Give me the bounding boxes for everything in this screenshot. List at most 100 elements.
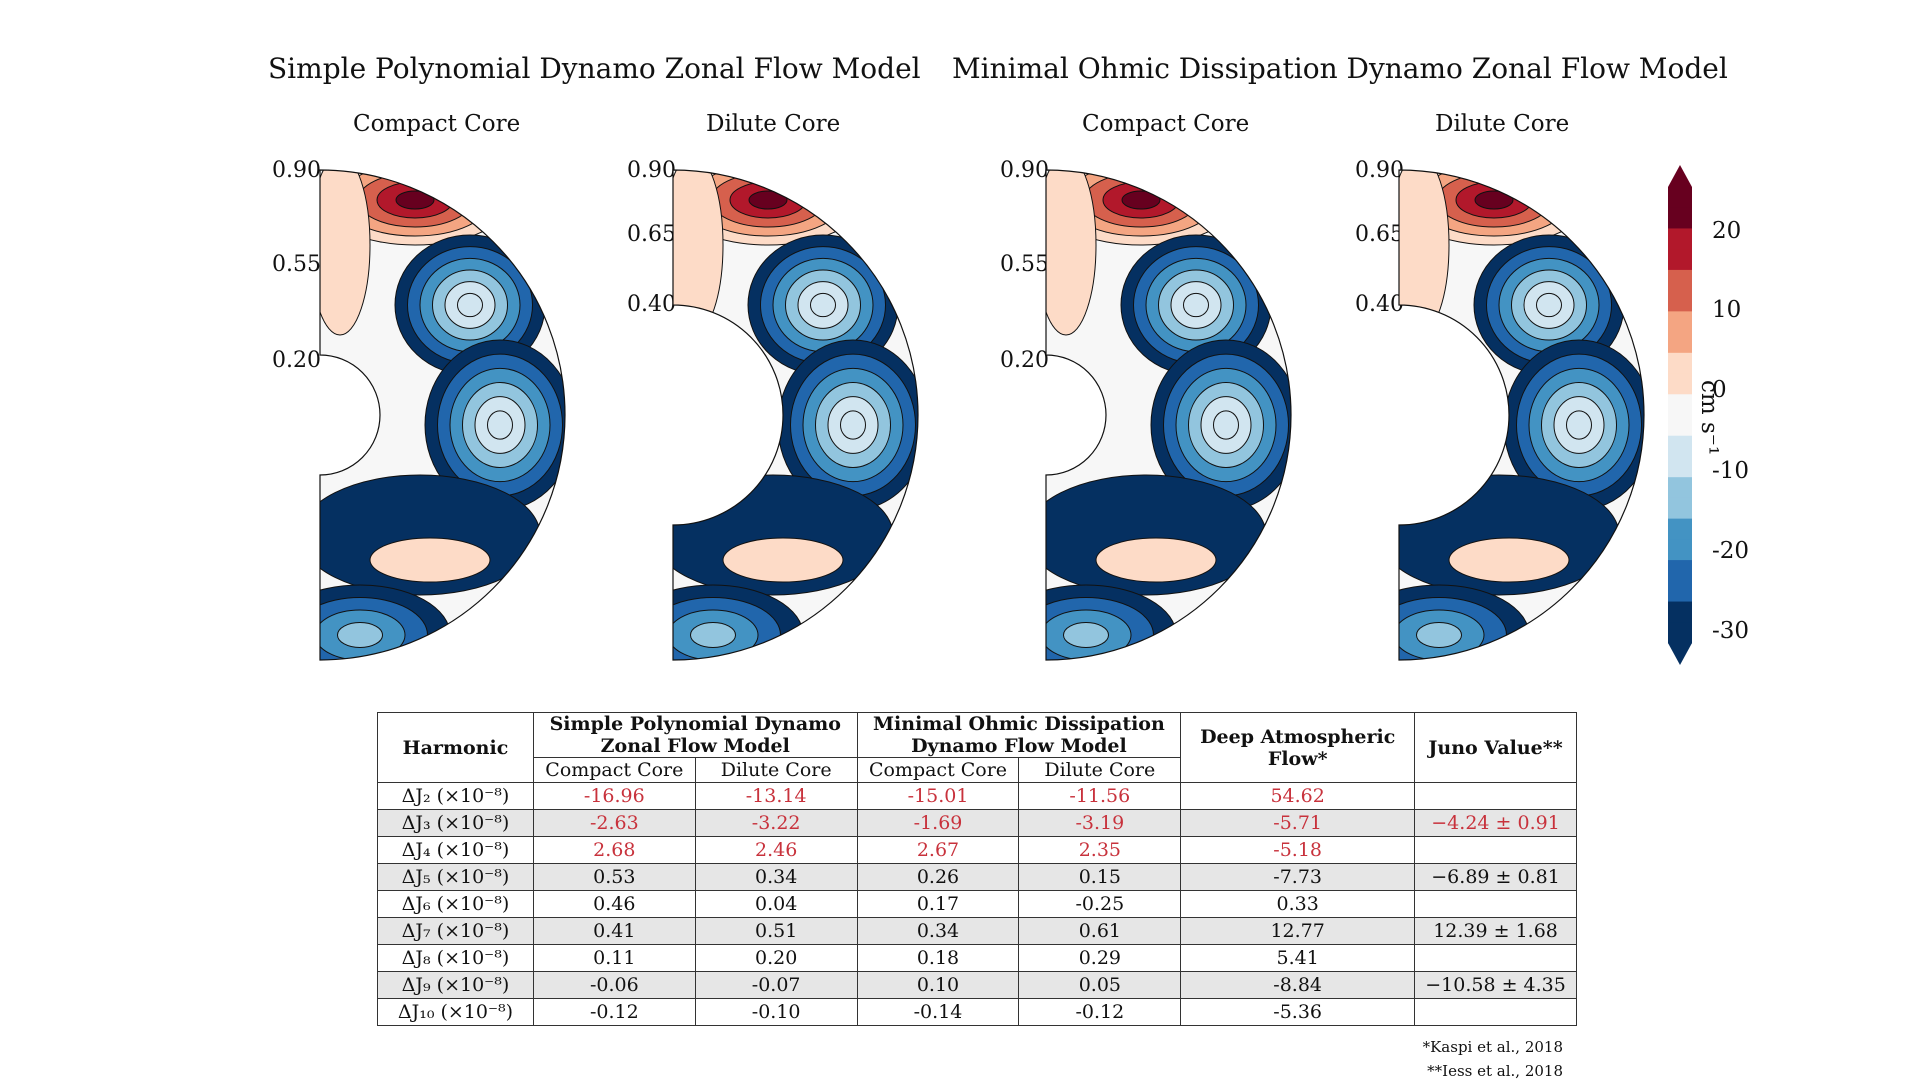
value-cell: 0.46: [532, 890, 696, 918]
radial-label: 0.20: [272, 348, 321, 373]
colorbar-tick: -30: [1712, 618, 1750, 644]
value-cell: 12.39 ± 1.68: [1414, 917, 1577, 945]
contour-plot-minimal-compact: [1045, 165, 1346, 665]
radial-label: 0.55: [272, 252, 321, 277]
header-minimal-model: Minimal Ohmic Dissipation Dynamo Flow Mo…: [856, 712, 1182, 758]
table-row: ΔJ₈ (×10⁻⁸) 0.11 0.20 0.18 0.29 5.41: [377, 944, 1577, 972]
value-cell: -8.84: [1180, 971, 1416, 999]
value-cell: 2.67: [856, 836, 1020, 864]
value-cell: -11.56: [1018, 782, 1182, 810]
value-cell: -0.25: [1018, 890, 1182, 918]
value-cell: 0.53: [532, 863, 696, 891]
value-cell: -3.19: [1018, 809, 1182, 837]
panel-title-simple-compact: Compact Core: [353, 111, 521, 137]
value-cell: 0.34: [856, 917, 1020, 945]
radial-label: 0.90: [1355, 158, 1404, 183]
value-cell: -0.12: [1018, 998, 1182, 1026]
colorbar-tick: 20: [1712, 218, 1742, 244]
radial-label: 0.90: [627, 158, 676, 183]
value-cell: [1414, 782, 1577, 810]
value-cell: -5.36: [1180, 998, 1416, 1026]
value-cell: -13.14: [694, 782, 858, 810]
value-cell: -1.69: [856, 809, 1020, 837]
value-cell: -0.12: [532, 998, 696, 1026]
value-cell: 2.35: [1018, 836, 1182, 864]
value-cell: −10.58 ± 4.35: [1414, 971, 1577, 999]
harmonic-cell: ΔJ₄ (×10⁻⁸): [377, 836, 534, 864]
radial-label: 0.55: [1000, 252, 1049, 277]
value-cell: -5.71: [1180, 809, 1416, 837]
value-cell: -16.96: [532, 782, 696, 810]
value-cell: 0.18: [856, 944, 1020, 972]
harmonic-cell: ΔJ₁₀ (×10⁻⁸): [377, 998, 534, 1026]
value-cell: [1414, 944, 1577, 972]
footnote-kaspi: *Kaspi et al., 2018: [1422, 1038, 1563, 1056]
harmonic-cell: ΔJ₅ (×10⁻⁸): [377, 863, 534, 891]
value-cell: [1414, 890, 1577, 918]
table-row: ΔJ₁₀ (×10⁻⁸) -0.12 -0.10 -0.14 -0.12 -5.36: [377, 998, 1577, 1026]
value-cell: [1414, 998, 1577, 1026]
table-row: ΔJ₉ (×10⁻⁸) -0.06 -0.07 0.10 0.05 -8.84 −10.58…: [377, 971, 1577, 999]
header-compact-core: Compact Core: [532, 757, 696, 783]
harmonics-table: Harmonic Simple Polynomial Dynamo Zonal …: [377, 712, 1577, 1026]
value-cell: -0.10: [694, 998, 858, 1026]
radial-label: 0.65: [1355, 222, 1404, 247]
header-simple-model: Simple Polynomial Dynamo Zonal Flow Mode…: [532, 712, 858, 758]
radial-label: 0.40: [1355, 292, 1404, 317]
value-cell: 54.62: [1180, 782, 1416, 810]
table-row: ΔJ₄ (×10⁻⁸) 2.68 2.46 2.67 2.35 -5.18: [377, 836, 1577, 864]
radial-label: 0.90: [272, 158, 321, 183]
model-title-simple: Simple Polynomial Dynamo Zonal Flow Mode…: [268, 52, 921, 85]
model-title-minimal: Minimal Ohmic Dissipation Dynamo Zonal F…: [952, 52, 1728, 85]
harmonic-cell: ΔJ₉ (×10⁻⁸): [377, 971, 534, 999]
colorbar: [1660, 165, 1700, 665]
footnote-iess: **Iess et al., 2018: [1427, 1062, 1563, 1080]
value-cell: −4.24 ± 0.91: [1414, 809, 1577, 837]
value-cell: 0.20: [694, 944, 858, 972]
table-row: ΔJ₇ (×10⁻⁸) 0.41 0.51 0.34 0.61 12.77 12.39 ± …: [377, 917, 1577, 945]
harmonic-cell: ΔJ₂ (×10⁻⁸): [377, 782, 534, 810]
value-cell: -5.18: [1180, 836, 1416, 864]
panel-title-minimal-compact: Compact Core: [1082, 111, 1250, 137]
radial-label: 0.20: [1000, 348, 1049, 373]
value-cell: 0.34: [694, 863, 858, 891]
value-cell: 0.41: [532, 917, 696, 945]
value-cell: 0.10: [856, 971, 1020, 999]
radial-label: 0.40: [627, 292, 676, 317]
value-cell: 0.17: [856, 890, 1020, 918]
header-dilute-core: Dilute Core: [1018, 757, 1182, 783]
value-cell: -0.14: [856, 998, 1020, 1026]
value-cell: 12.77: [1180, 917, 1416, 945]
header-compact-core: Compact Core: [856, 757, 1020, 783]
contour-plot-minimal-dilute: [1398, 165, 1699, 665]
value-cell: -15.01: [856, 782, 1020, 810]
value-cell: 0.51: [694, 917, 858, 945]
value-cell: 5.41: [1180, 944, 1416, 972]
value-cell: [1414, 836, 1577, 864]
value-cell: -7.73: [1180, 863, 1416, 891]
value-cell: 0.26: [856, 863, 1020, 891]
table-row: ΔJ₂ (×10⁻⁸) -16.96 -13.14 -15.01 -11.56 54.62: [377, 782, 1577, 810]
panel-title-minimal-dilute: Dilute Core: [1435, 111, 1570, 137]
value-cell: -3.22: [694, 809, 858, 837]
value-cell: -2.63: [532, 809, 696, 837]
table-row: ΔJ₅ (×10⁻⁸) 0.53 0.34 0.26 0.15 -7.73 −6.89 ± …: [377, 863, 1577, 891]
panel-title-simple-dilute: Dilute Core: [706, 111, 841, 137]
value-cell: 0.29: [1018, 944, 1182, 972]
contour-plot-simple-compact: [319, 165, 620, 665]
header-deep-flow: Deep Atmospheric Flow*: [1180, 712, 1416, 783]
harmonic-cell: ΔJ₇ (×10⁻⁸): [377, 917, 534, 945]
colorbar-tick: 0: [1712, 377, 1727, 403]
header-harmonic: Harmonic: [377, 712, 534, 783]
value-cell: 0.33: [1180, 890, 1416, 918]
value-cell: -0.07: [694, 971, 858, 999]
value-cell: 0.04: [694, 890, 858, 918]
value-cell: 2.46: [694, 836, 858, 864]
value-cell: 2.68: [532, 836, 696, 864]
harmonic-cell: ΔJ₈ (×10⁻⁸): [377, 944, 534, 972]
value-cell: 0.15: [1018, 863, 1182, 891]
colorbar-unit: cm s⁻¹: [1696, 380, 1722, 456]
contour-plot-simple-dilute: [672, 165, 973, 665]
value-cell: −6.89 ± 0.81: [1414, 863, 1577, 891]
value-cell: -0.06: [532, 971, 696, 999]
